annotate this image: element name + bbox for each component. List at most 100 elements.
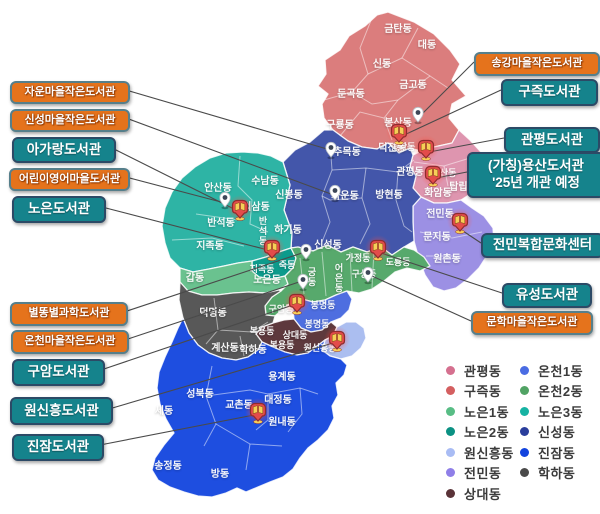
dong-label: 하기동 xyxy=(274,223,302,236)
library-marker[interactable]: 전민복합문화센터 xyxy=(447,208,473,234)
leader-line-jeonmin-center xyxy=(462,230,482,244)
library-marker[interactable]: 구암도서관 xyxy=(284,289,310,315)
callout-yongsan[interactable]: (가칭)용산도서관 '25년 개관 예정 xyxy=(467,152,600,198)
small-library-pin[interactable]: 문학마을작은도서관 xyxy=(362,266,374,285)
small-library-pin[interactable]: 송강마을작은도서관 xyxy=(412,106,424,125)
leader-line-jaun xyxy=(125,89,328,150)
callout-jinjam[interactable]: 진잠도서관 xyxy=(12,434,104,461)
small-library-pin[interactable]: 어린이영어마을도서관 xyxy=(219,191,231,210)
library-marker[interactable]: 아가랑도서관 xyxy=(227,195,253,221)
dong-label: 화암동 xyxy=(424,187,452,199)
legend-color-dot xyxy=(446,447,455,457)
callout-label: 원신흥도서관 xyxy=(24,402,99,418)
dong-label: 원신흥동 xyxy=(303,342,336,353)
dong-label: 신동 xyxy=(373,57,391,70)
leader-line-wonsinheung xyxy=(108,342,334,410)
callout-label: 구즉도서관 xyxy=(518,84,581,100)
library-marker[interactable]: 노은도서관 xyxy=(259,235,285,261)
district-inner-border xyxy=(237,155,269,233)
callout-guam[interactable]: 구암도서관 xyxy=(12,359,105,386)
leader-line-oncheon-maeul xyxy=(124,281,300,341)
callout-songgang[interactable]: 송강마을작은도서관 xyxy=(474,52,600,76)
legend-item-원신흥동: 원신흥동 xyxy=(446,444,514,461)
library-marker[interactable]: 진잠도서관 xyxy=(245,398,271,424)
dong-label: 가정동 xyxy=(346,252,371,263)
callout-munhak[interactable]: 문학마을작은도서관 xyxy=(471,311,593,335)
callout-sinseong-maeul[interactable]: 신성마을작은도서관 xyxy=(10,109,130,132)
library-marker[interactable]: 구즉도서관 xyxy=(386,119,412,145)
legend-color-dot xyxy=(446,386,455,395)
callout-label: 문학마을작은도서관 xyxy=(486,316,578,329)
callout-label: 자운마을작은도서관 xyxy=(24,85,116,98)
dong-label: 지족동 xyxy=(250,263,275,274)
dong-label: 방현동 xyxy=(375,188,403,201)
callout-label: 관평도서관 xyxy=(520,131,584,147)
district-inner-border xyxy=(419,231,483,239)
library-marker[interactable]: 원신흥도서관 xyxy=(324,326,350,352)
small-library-pin[interactable]: 신성마을작은도서관 xyxy=(329,184,341,203)
district-inner-border xyxy=(287,387,303,433)
callout-eorini[interactable]: 어린이영어마을도서관 xyxy=(9,168,130,191)
dong-label: 대정동 xyxy=(264,393,292,406)
legend-item-관평동: 관평동 xyxy=(446,362,501,379)
leader-line-sinseong-maeul xyxy=(125,117,332,195)
legend-color-dot xyxy=(520,427,529,436)
dong-label: 송정동 xyxy=(154,459,182,472)
small-library-pin[interactable]: 자운마을작은도서관 xyxy=(325,141,337,160)
callout-gwanpyeong[interactable]: 관평도서관 xyxy=(504,127,600,153)
callout-yuseong[interactable]: 유성도서관 xyxy=(502,283,592,308)
legend-label: 신성동 xyxy=(538,425,576,440)
callout-noeun[interactable]: 노은도서관 xyxy=(12,196,106,223)
legend-label: 구즉동 xyxy=(464,384,502,399)
callout-agarang[interactable]: 아가랑도서관 xyxy=(12,137,116,163)
dong-label: 둔곡동 xyxy=(337,88,365,100)
legend-item-상대동: 상대동 xyxy=(446,485,501,502)
dong-label: 반석동 xyxy=(207,216,235,229)
callout-label: 진잠도서관 xyxy=(26,439,90,455)
leader-line-noeun xyxy=(101,206,269,251)
callout-gujeuk[interactable]: 구즉도서관 xyxy=(501,79,598,106)
district-inner-border xyxy=(203,365,217,447)
legend-item-학하동: 학하동 xyxy=(520,465,575,481)
district-inner-border xyxy=(321,195,363,201)
dong-label: 복용동 xyxy=(270,340,295,350)
region-jeonmin xyxy=(412,196,495,292)
dong-label: 봉명동 xyxy=(305,318,330,329)
callout-byeoltongbyeol[interactable]: 별똥별과학도서관 xyxy=(10,302,128,326)
legend-label: 온천1동 xyxy=(538,363,584,379)
legend-item-온천2동: 온천2동 xyxy=(520,383,583,399)
legend-item-진잠동: 진잠동 xyxy=(520,444,575,461)
legend-item-온천1동: 온천1동 xyxy=(520,362,584,379)
dong-label: 구룡동 xyxy=(326,119,354,131)
district-inner-border xyxy=(359,167,371,245)
dong-label: 원내동 xyxy=(268,415,296,428)
district-inner-border xyxy=(367,57,403,75)
legend-color-dot xyxy=(520,447,529,457)
callout-label: 아가랑도서관 xyxy=(26,141,102,157)
library-marker[interactable]: 유성도서관 xyxy=(365,235,391,261)
legend-item-신성동: 신성동 xyxy=(520,424,575,440)
legend-item-노은2동: 노은2동 xyxy=(446,424,509,440)
callout-oncheon-maeul[interactable]: 온천마을작은도서관 xyxy=(11,330,129,354)
district-inner-border xyxy=(351,17,373,93)
callout-jaun[interactable]: 자운마을작은도서관 xyxy=(10,81,130,104)
library-marker[interactable]: (가칭)용산도서관 xyxy=(420,161,446,187)
legend-item-전민동: 전민동 xyxy=(446,465,501,481)
callout-label: 유성도서관 xyxy=(515,287,579,303)
dong-label: 성북동 xyxy=(186,387,214,400)
legend-color-dot xyxy=(520,468,529,477)
legend-color-dot xyxy=(446,427,455,436)
callout-wonsinheung[interactable]: 원신흥도서관 xyxy=(10,397,113,425)
legend-color-dot xyxy=(520,365,529,375)
district-inner-border xyxy=(323,75,449,105)
callout-jeonmin-center[interactable]: 전민복합문화센터 xyxy=(481,233,600,258)
legend-color-dot xyxy=(446,406,455,416)
callout-label: 온천마을작은도서관 xyxy=(24,335,116,348)
small-library-pin[interactable]: 별똥별과학도서관 xyxy=(300,243,312,262)
dong-label: 금탄동 xyxy=(384,22,412,35)
dong-label: 도룡동 xyxy=(386,257,411,267)
library-marker[interactable]: 관평도서관 xyxy=(413,135,439,161)
leader-line-songgang xyxy=(419,61,475,117)
dong-label: 추목동 xyxy=(333,146,361,158)
